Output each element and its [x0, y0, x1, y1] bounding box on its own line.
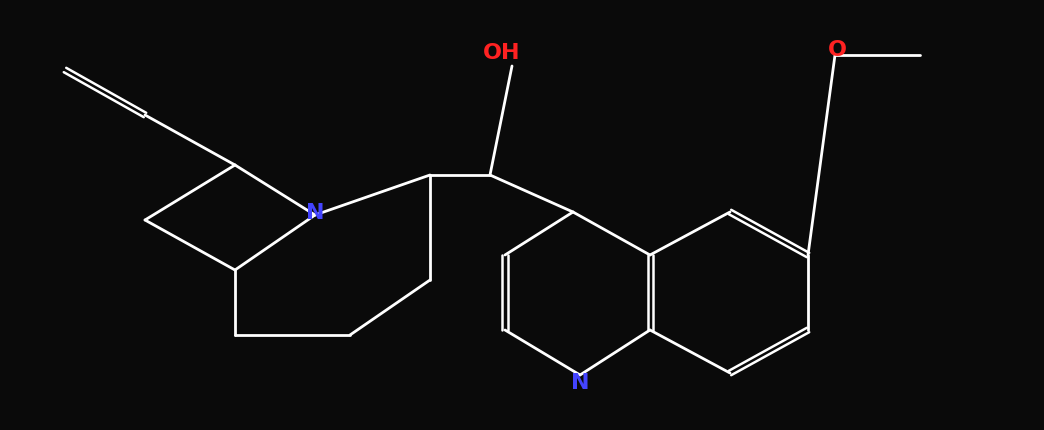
Text: N: N	[571, 373, 589, 393]
Text: OH: OH	[483, 43, 521, 63]
Text: O: O	[828, 40, 847, 60]
Text: N: N	[306, 203, 325, 223]
